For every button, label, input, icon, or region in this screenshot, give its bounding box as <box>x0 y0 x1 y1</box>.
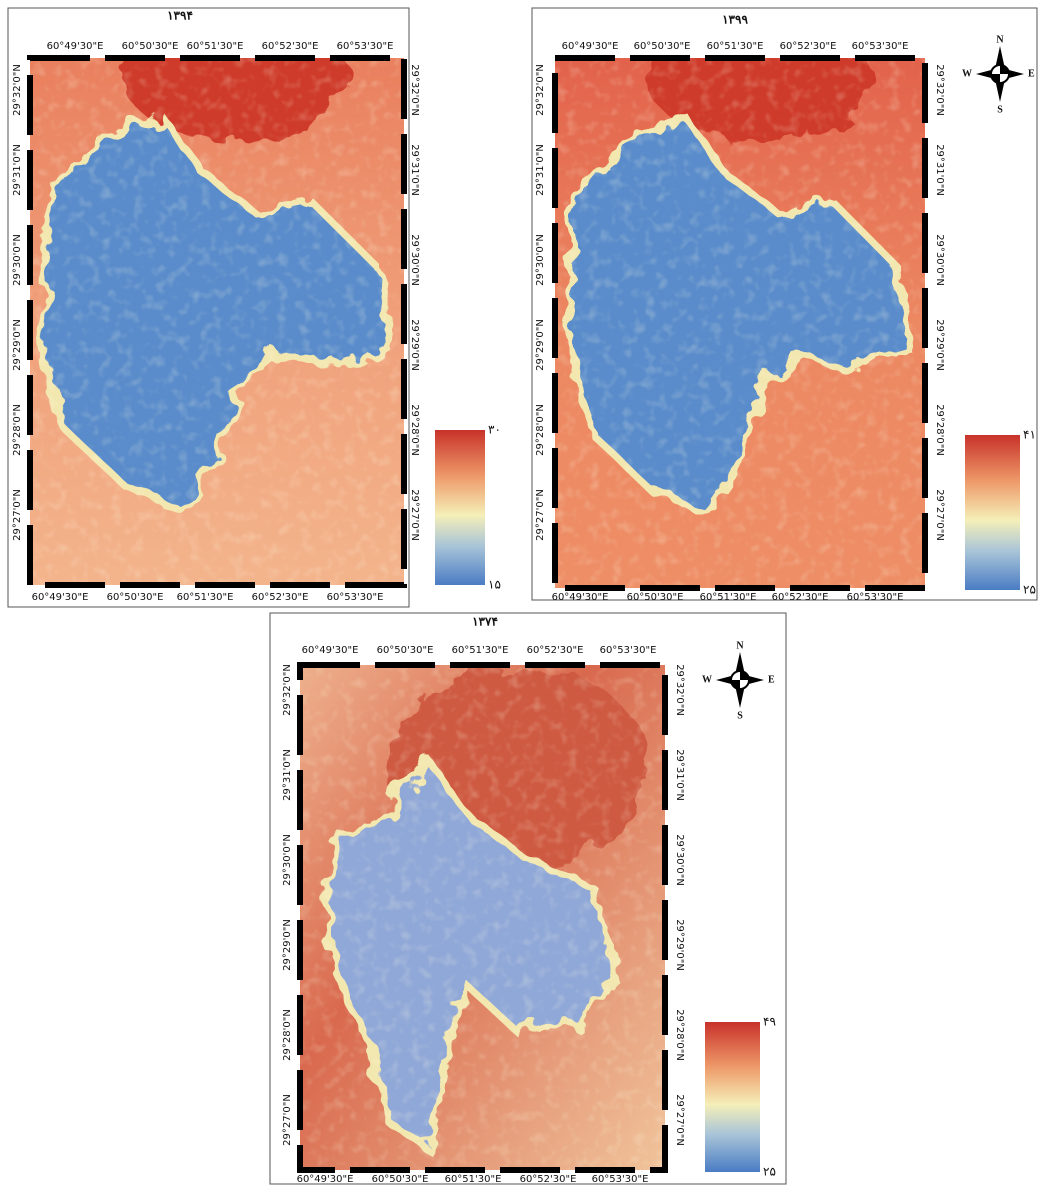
bottom-label: 60°52'30"E <box>252 592 309 603</box>
compass-e: E <box>1028 68 1035 79</box>
top-label: 60°50'30"E <box>634 41 691 52</box>
compass: N S W E <box>702 640 775 721</box>
right-label: 29°27'0"N <box>934 489 945 541</box>
top-label: 60°52'30"E <box>527 645 584 656</box>
left-label: 29°31'0"N <box>282 749 293 801</box>
right-label: 29°29'0"N <box>409 319 420 371</box>
map-area <box>300 665 665 1170</box>
right-label: 29°27'0"N <box>674 1094 685 1146</box>
right-label: 29°28'0"N <box>934 404 945 456</box>
map-panel: ۱۳۹۴ 60°49'30"E 60°50'30"E 60°51'30"E 60°52'… <box>8 8 501 607</box>
top-label: 60°49'30"E <box>302 645 359 656</box>
top-label: 60°49'30"E <box>562 41 619 52</box>
left-label: 29°29'0"N <box>282 919 293 971</box>
left-label: 29°29'0"N <box>12 319 23 371</box>
right-label: 29°32'0"N <box>409 64 420 116</box>
left-label: 29°30'0"N <box>535 234 546 286</box>
compass-s: S <box>997 104 1003 115</box>
top-label: 60°53'30"E <box>600 645 657 656</box>
right-label: 29°32'0"N <box>934 64 945 116</box>
panel-title: ۱۳۷۴ <box>472 615 498 629</box>
bottom-label: 60°51'30"E <box>700 592 757 603</box>
top-label: 60°53'30"E <box>852 41 909 52</box>
left-label: 29°28'0"N <box>282 1009 293 1061</box>
compass-w: W <box>702 674 712 685</box>
right-label: 29°31'0"N <box>934 144 945 196</box>
panel-title: ۱۳۹۹ <box>722 13 748 27</box>
bottom-label: 60°53'30"E <box>592 1174 649 1185</box>
bottom-label: 60°53'30"E <box>847 592 904 603</box>
right-label: 29°30'0"N <box>934 234 945 286</box>
left-label: 29°30'0"N <box>282 834 293 886</box>
page: {"panels": [ {"title": "۱۳۹۴", "top_labe… <box>0 0 1038 1185</box>
right-label: 29°28'0"N <box>674 1009 685 1061</box>
left-label: 29°28'0"N <box>12 404 23 456</box>
top-label: 60°52'30"E <box>780 41 837 52</box>
compass: N S W E <box>962 34 1035 115</box>
top-label: 60°53'30"E <box>337 41 394 52</box>
right-label: 29°30'0"N <box>409 234 420 286</box>
left-label: 29°27'0"N <box>282 1094 293 1146</box>
figure: ۱۳۹۴ 60°49'30"E 60°50'30"E 60°51'30"E 60°52'… <box>0 0 1038 1185</box>
compass-n: N <box>996 34 1004 45</box>
panel-title: ۱۳۹۴ <box>167 9 193 23</box>
map-area <box>30 15 404 585</box>
right-label: 29°32'0"N <box>674 664 685 716</box>
left-label: 29°31'0"N <box>12 144 23 196</box>
legend-min: ۲۵ <box>1023 583 1036 597</box>
bottom-label: 60°51'30"E <box>445 1174 502 1185</box>
compass-n: N <box>736 640 744 651</box>
left-label: 29°29'0"N <box>535 319 546 371</box>
bottom-label: 60°53'30"E <box>327 592 384 603</box>
legend-bar <box>965 435 1020 590</box>
top-label: 60°51'30"E <box>452 645 509 656</box>
map-area <box>555 14 925 588</box>
legend-min: ۱۵ <box>488 578 501 592</box>
top-label: 60°49'30"E <box>47 41 104 52</box>
map-panel: ۱۳۹۹ 60°49'30"E 60°50'30"E 60°51'30"E 60°52'… <box>532 8 1037 603</box>
right-label: 29°29'0"N <box>674 919 685 971</box>
bottom-label: 60°50'30"E <box>372 1174 429 1185</box>
left-label: 29°27'0"N <box>535 489 546 541</box>
compass-e: E <box>768 674 775 685</box>
left-label: 29°32'0"N <box>12 64 23 116</box>
bottom-label: 60°50'30"E <box>107 592 164 603</box>
bottom-label: 60°49'30"E <box>297 1174 354 1185</box>
right-label: 29°30'0"N <box>674 834 685 886</box>
bottom-label: 60°52'30"E <box>520 1174 577 1185</box>
compass-s: S <box>737 710 743 721</box>
left-label: 29°27'0"N <box>12 489 23 541</box>
legend-min: ۲۵ <box>763 1165 776 1179</box>
top-label: 60°50'30"E <box>377 645 434 656</box>
map-panel: ۱۳۷۴ 60°49'30"E 60°50'30"E 60°51'30"E 60°52'… <box>270 613 786 1185</box>
legend-max: ۴۱ <box>1023 428 1036 442</box>
legend-max: ۴۹ <box>763 1015 776 1029</box>
compass-w: W <box>962 68 972 79</box>
left-label: 29°28'0"N <box>535 404 546 456</box>
texture <box>300 665 665 1170</box>
bottom-label: 60°49'30"E <box>32 592 89 603</box>
right-label: 29°31'0"N <box>674 749 685 801</box>
top-label: 60°50'30"E <box>122 41 179 52</box>
bottom-label: 60°49'30"E <box>552 592 609 603</box>
bottom-label: 60°52'30"E <box>772 592 829 603</box>
top-label: 60°52'30"E <box>262 41 319 52</box>
left-label: 29°32'0"N <box>282 664 293 716</box>
texture <box>555 58 925 588</box>
top-label: 60°51'30"E <box>187 41 244 52</box>
texture <box>30 58 404 585</box>
left-label: 29°31'0"N <box>535 144 546 196</box>
top-label: 60°51'30"E <box>707 41 764 52</box>
bottom-label: 60°51'30"E <box>177 592 234 603</box>
legend-max: ۳۰ <box>488 423 501 437</box>
legend-bar <box>705 1022 760 1172</box>
left-label: 29°30'0"N <box>12 234 23 286</box>
bottom-label: 60°50'30"E <box>627 592 684 603</box>
left-label: 29°32'0"N <box>535 64 546 116</box>
right-label: 29°28'0"N <box>409 404 420 456</box>
right-label: 29°31'0"N <box>409 144 420 196</box>
legend-bar <box>435 430 485 585</box>
right-label: 29°29'0"N <box>934 319 945 371</box>
right-label: 29°27'0"N <box>409 489 420 541</box>
